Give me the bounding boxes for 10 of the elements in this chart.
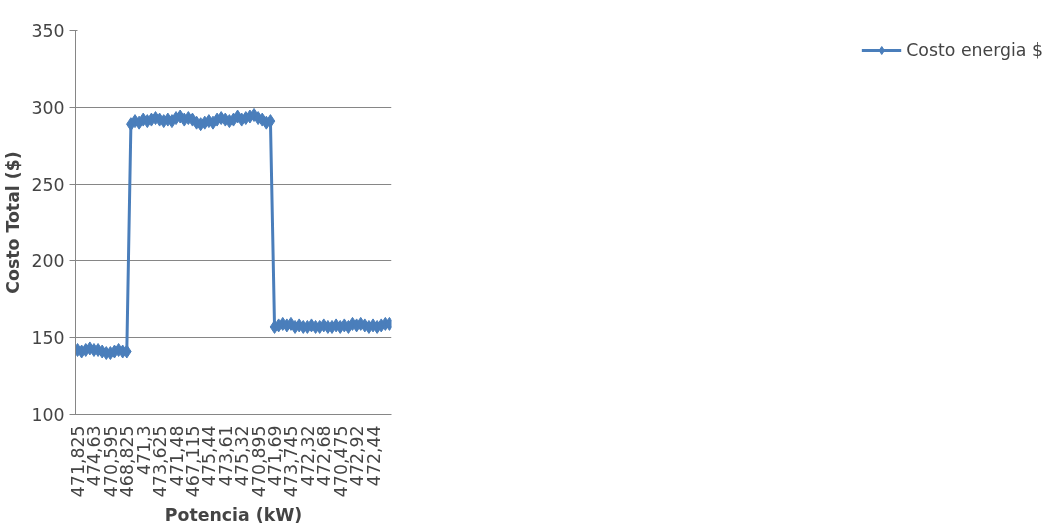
y-tick-label: 100 bbox=[31, 405, 65, 425]
y-axis-title: Costo Total ($) bbox=[3, 151, 24, 294]
legend-label: Costo energia $ bbox=[906, 40, 1043, 60]
y-tick-label: 350 bbox=[31, 21, 65, 41]
y-tick-label: 250 bbox=[31, 174, 65, 195]
x-tick-label: 471,825 bbox=[68, 425, 89, 498]
y-tick-label: 300 bbox=[31, 97, 65, 118]
y-tick-label: 150 bbox=[31, 328, 65, 349]
y-tick-label: 200 bbox=[31, 251, 65, 272]
x-axis-title: Potencia (kW) bbox=[164, 505, 303, 526]
